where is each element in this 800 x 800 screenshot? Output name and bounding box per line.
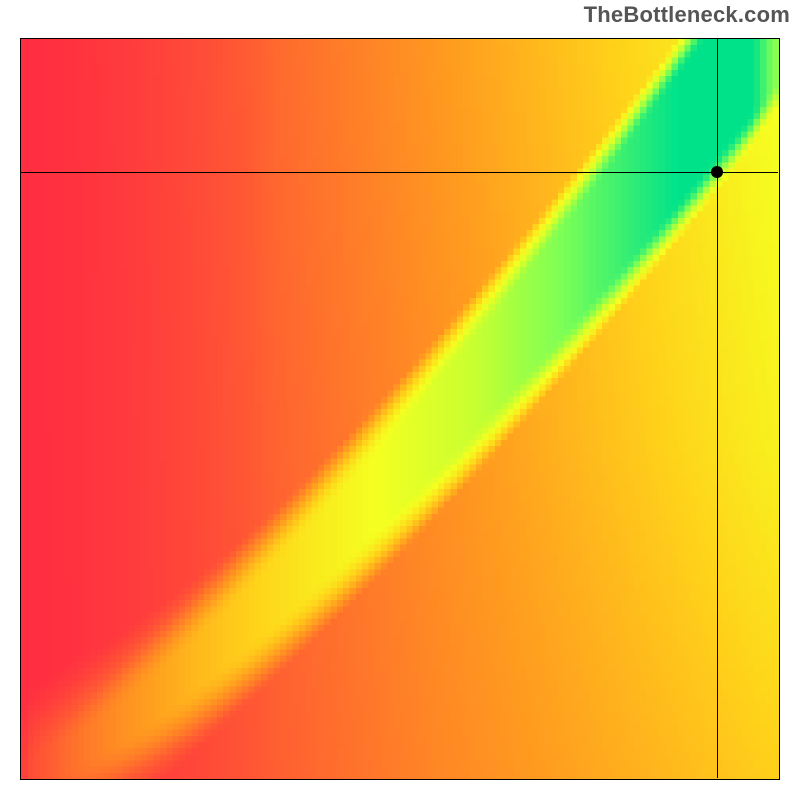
heatmap-plot (20, 38, 780, 780)
heatmap-canvas (21, 39, 779, 779)
chart-container: TheBottleneck.com (0, 0, 800, 800)
watermark-text: TheBottleneck.com (584, 2, 790, 28)
crosshair-vertical (717, 39, 718, 778)
crosshair-horizontal (21, 172, 778, 173)
